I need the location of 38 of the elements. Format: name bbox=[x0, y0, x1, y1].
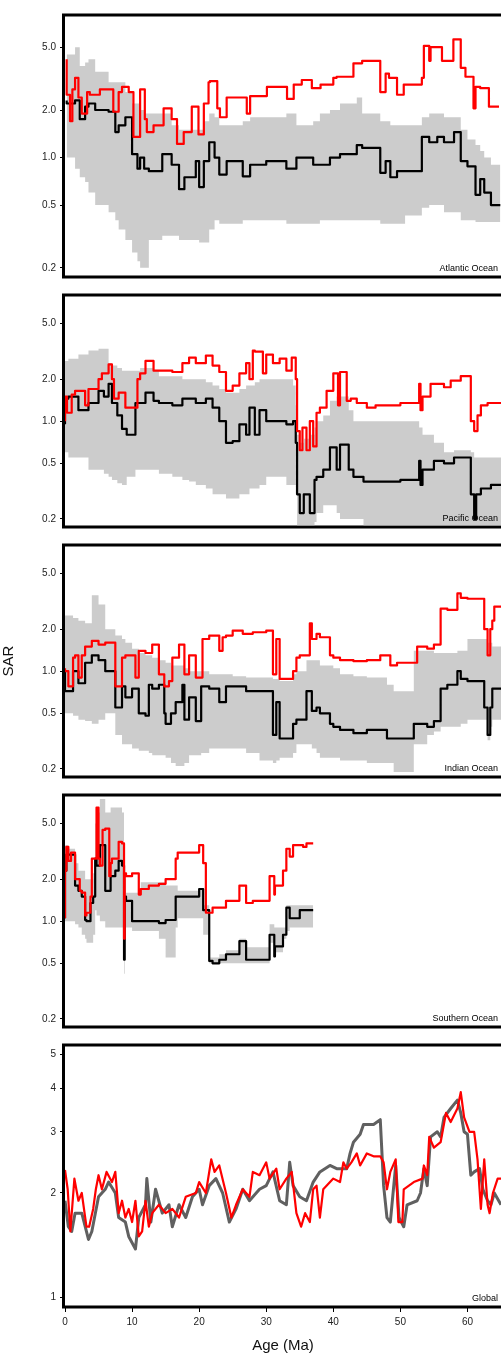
y-tick-label: 1.0 bbox=[42, 151, 57, 163]
y-axis-title: SAR bbox=[0, 645, 17, 677]
y-tick-label: 0.2 bbox=[42, 1012, 57, 1024]
y-tick-label: 2.0 bbox=[42, 372, 57, 384]
y-tick-label: 0.2 bbox=[42, 762, 57, 774]
x-tick-label: 30 bbox=[260, 1315, 273, 1327]
annotation: Indian Ocean bbox=[444, 762, 498, 773]
y-tick-label: 5.0 bbox=[42, 40, 57, 52]
y-tick-label: 2.0 bbox=[42, 103, 57, 115]
y-tick-label: 0.5 bbox=[42, 957, 57, 969]
y-tick-label: 5.0 bbox=[42, 817, 57, 829]
y-tick-label: 2 bbox=[50, 1186, 57, 1198]
x-axis-title: Age (Ma) bbox=[252, 1336, 314, 1354]
annotation: Southern Ocean bbox=[432, 1012, 498, 1023]
y-tick-label: 5.0 bbox=[42, 317, 57, 329]
y-tick-label: 1.0 bbox=[42, 414, 57, 426]
y-tick-label: 0.5 bbox=[42, 707, 57, 719]
y-tick-label: 1.0 bbox=[42, 664, 57, 676]
y-tick-label: 0.5 bbox=[42, 457, 57, 469]
y-tick-label: 0.5 bbox=[42, 198, 57, 210]
y-tick-label: 0.2 bbox=[42, 261, 57, 273]
y-tick-label: 3 bbox=[50, 1125, 57, 1137]
x-tick-label: 60 bbox=[461, 1315, 474, 1327]
x-tick-label: 10 bbox=[126, 1315, 139, 1327]
x-tick-label: 20 bbox=[193, 1315, 206, 1327]
y-tick-label: 1 bbox=[50, 1291, 57, 1303]
y-tick-label: 0.2 bbox=[42, 512, 57, 524]
y-tick-label: 1.0 bbox=[42, 914, 57, 926]
x-tick-label: 50 bbox=[394, 1315, 407, 1327]
y-tick-label: 5 bbox=[50, 1048, 57, 1060]
y-tick-label: 2.0 bbox=[42, 622, 57, 634]
y-tick-label: 5.0 bbox=[42, 567, 57, 579]
x-tick-label: 40 bbox=[327, 1315, 340, 1327]
y-tick-label: 4 bbox=[50, 1082, 57, 1094]
annotation: Global bbox=[471, 1292, 498, 1303]
x-tick-label: 0 bbox=[62, 1315, 69, 1327]
y-tick-label: 2.0 bbox=[42, 872, 57, 884]
annotation: Atlantic Ocean bbox=[439, 262, 498, 273]
